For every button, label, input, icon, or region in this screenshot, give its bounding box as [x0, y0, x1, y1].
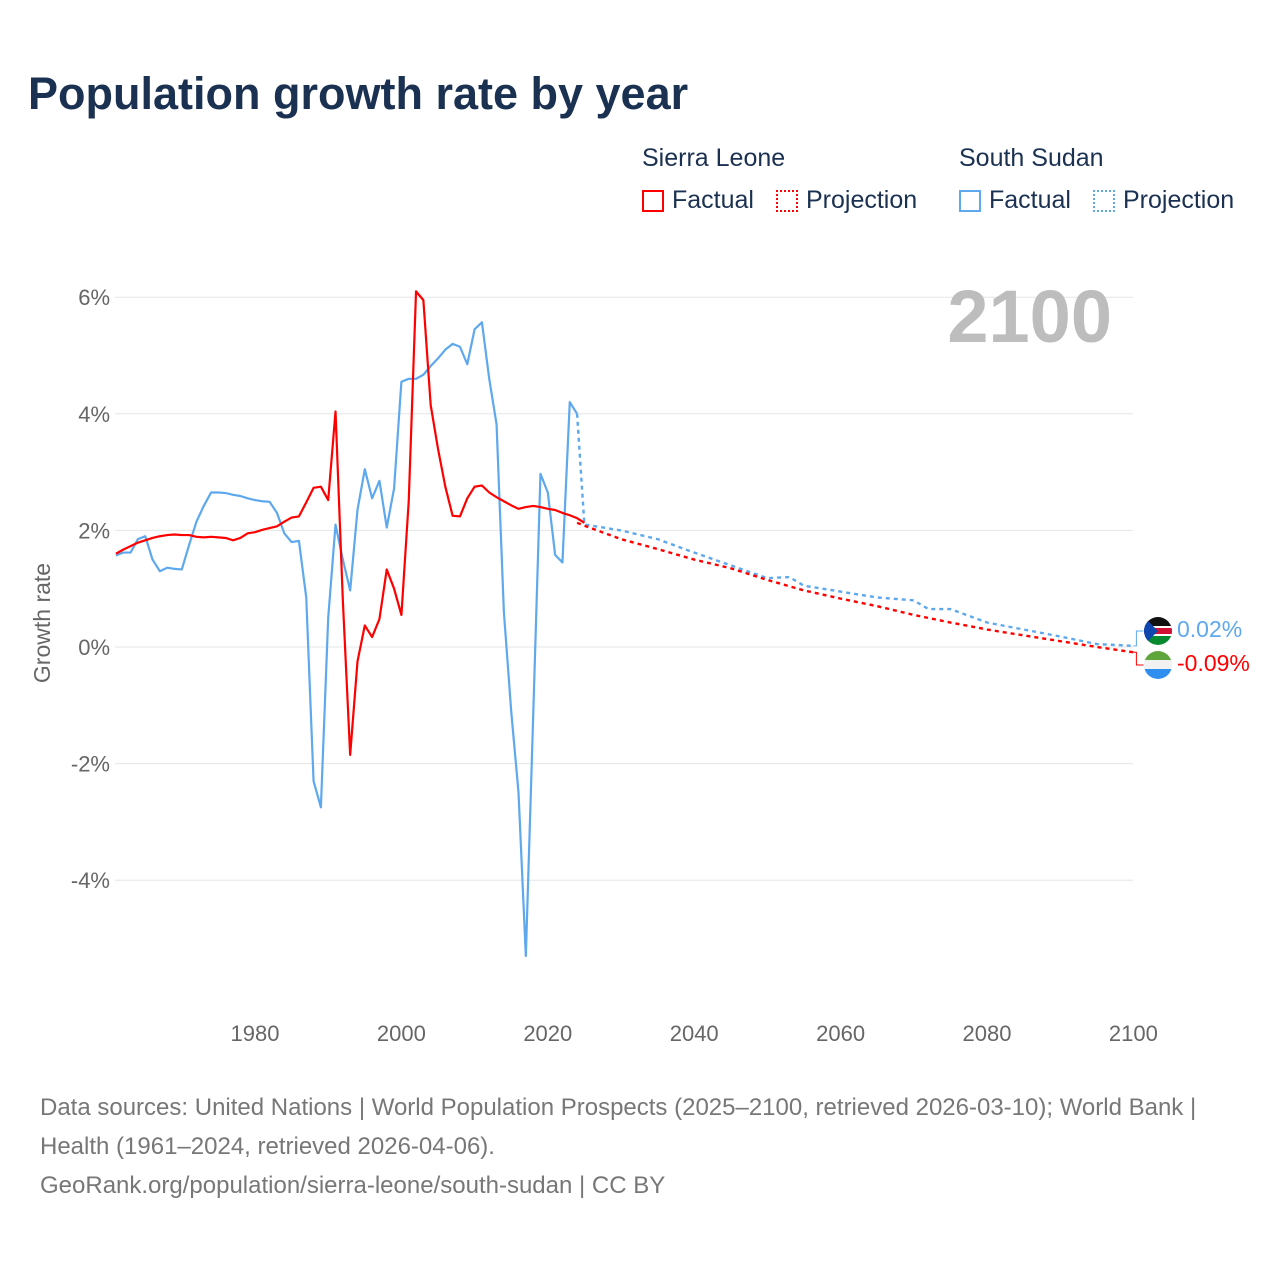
legend-swatch-solid: [642, 189, 664, 212]
legend-sierra-leone-factual[interactable]: Factual: [642, 186, 754, 215]
south-sudan-factual-line: [115, 321, 579, 958]
x-tick-label: 2000: [377, 1021, 426, 1046]
source-link[interactable]: GeoRank.org/population/sierra-leone/sout…: [40, 1172, 666, 1199]
y-tick-label: -2%: [71, 752, 110, 777]
y-tick-label: 6%: [78, 285, 110, 310]
sierra-leone-projection-line: [576, 521, 1134, 654]
south-sudan-end-label: 0.02%: [1177, 616, 1242, 642]
y-tick-label: -4%: [71, 868, 110, 893]
sierra-leone-flag-icon: [1144, 651, 1172, 679]
legend-group-south-sudan: South Sudan: [959, 144, 1104, 172]
x-tick-label: 2060: [816, 1021, 865, 1046]
x-tick-label: 2100: [1109, 1021, 1158, 1046]
south-sudan-end-connector: [1133, 630, 1144, 647]
data-sources: Data sources: United Nations | World Pop…: [40, 1094, 1197, 1160]
legend-group-sierra-leone: Sierra Leone: [642, 144, 786, 172]
legend-swatch-solid: [959, 189, 981, 212]
legend-label: Factual: [989, 186, 1071, 214]
legend-label: Projection: [1123, 186, 1235, 214]
legend-south-sudan-projection[interactable]: Projection: [1093, 186, 1234, 215]
legend-south-sudan-factual[interactable]: Factual: [959, 186, 1071, 215]
y-axis-label: Growth rate: [29, 563, 55, 683]
legend-swatch-dotted: [1093, 189, 1115, 212]
south-sudan-flag-icon: [1144, 617, 1172, 645]
sierra-leone-factual-line: [115, 290, 585, 756]
y-tick-label: 0%: [78, 635, 110, 660]
y-tick-label: 2%: [78, 518, 110, 543]
sierra-leone-end-connector: [1133, 651, 1144, 666]
legend-label: Factual: [672, 186, 754, 214]
y-tick-label: 4%: [78, 402, 110, 427]
legend-sierra-leone-projection[interactable]: Projection: [776, 186, 917, 215]
legend-label: Projection: [806, 186, 918, 214]
x-tick-label: 1980: [231, 1021, 280, 1046]
legend-swatch-dotted: [776, 189, 798, 212]
current-year-label: 2100: [947, 275, 1112, 358]
south-sudan-projection-line: [575, 413, 1134, 648]
x-tick-label: 2080: [963, 1021, 1012, 1046]
x-tick-label: 2020: [523, 1021, 572, 1046]
chart-title: Population growth rate by year: [28, 68, 689, 119]
x-tick-label: 2040: [670, 1021, 719, 1046]
footer: Data sources: United Nations | World Pop…: [40, 1088, 1240, 1205]
sierra-leone-end-label: -0.09%: [1177, 650, 1250, 676]
